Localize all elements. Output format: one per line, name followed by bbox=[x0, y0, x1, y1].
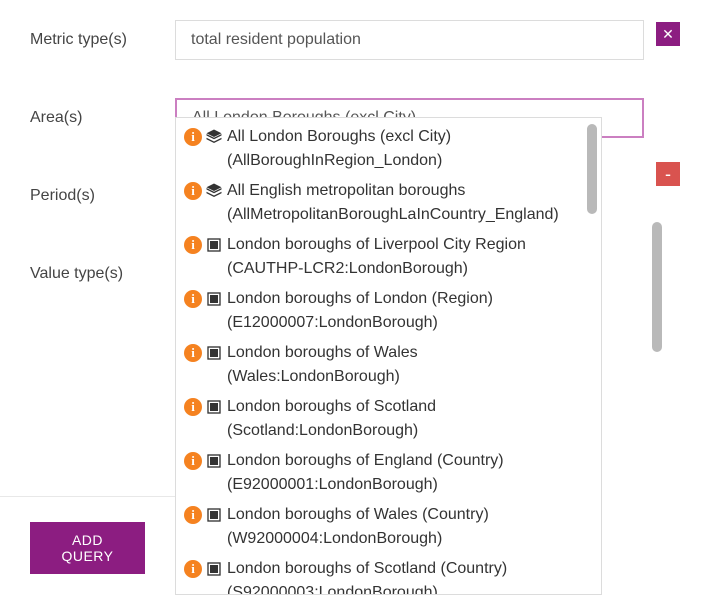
info-icon[interactable]: i bbox=[184, 344, 202, 362]
option-label: London boroughs of Scotland (Country) (S… bbox=[227, 557, 583, 594]
info-icon[interactable]: i bbox=[184, 398, 202, 416]
area-dropdown-list: i All London Boroughs (excl City) (AllBor… bbox=[176, 118, 601, 594]
info-icon[interactable]: i bbox=[184, 452, 202, 470]
metric-label: Metric type(s) bbox=[30, 31, 175, 49]
option-label: All London Boroughs (excl City) (AllBoro… bbox=[227, 125, 583, 173]
option-icons: i bbox=[184, 341, 223, 362]
area-option[interactable]: i London boroughs of England (Country) (E… bbox=[180, 446, 601, 500]
option-icons: i bbox=[184, 287, 223, 308]
info-icon[interactable]: i bbox=[184, 290, 202, 308]
metric-input-wrap bbox=[175, 20, 644, 60]
info-icon[interactable]: i bbox=[184, 128, 202, 146]
option-icons: i bbox=[184, 503, 223, 524]
area-option[interactable]: i London boroughs of Liverpool City Regio… bbox=[180, 230, 601, 284]
layers-icon bbox=[205, 182, 223, 200]
subtype-icon bbox=[205, 344, 223, 362]
option-label: London boroughs of England (Country) (E9… bbox=[227, 449, 583, 497]
add-query-button[interactable]: ADD QUERY bbox=[30, 522, 145, 574]
page-scrollbar-thumb[interactable] bbox=[652, 222, 662, 352]
option-icons: i bbox=[184, 395, 223, 416]
minus-icon: - bbox=[665, 165, 671, 183]
subtype-icon bbox=[205, 236, 223, 254]
option-label: London boroughs of Scotland (Scotland:Lo… bbox=[227, 395, 583, 443]
area-label: Area(s) bbox=[30, 109, 175, 127]
info-icon[interactable]: i bbox=[184, 560, 202, 578]
period-label: Period(s) bbox=[30, 187, 175, 205]
layers-icon bbox=[205, 128, 223, 146]
metric-row: Metric type(s) bbox=[30, 20, 679, 60]
option-icons: i bbox=[184, 449, 223, 470]
metric-input[interactable] bbox=[175, 20, 644, 60]
area-option[interactable]: i London boroughs of Wales (Country) (W92… bbox=[180, 500, 601, 554]
option-label: London boroughs of London (Region) (E120… bbox=[227, 287, 583, 335]
option-label: London boroughs of Wales (Wales:LondonBo… bbox=[227, 341, 583, 389]
add-query-label: ADD QUERY bbox=[61, 532, 113, 564]
info-icon[interactable]: i bbox=[184, 236, 202, 254]
close-button[interactable]: ✕ bbox=[656, 22, 680, 46]
option-icons: i bbox=[184, 179, 223, 200]
area-dropdown: i All London Boroughs (excl City) (AllBor… bbox=[175, 117, 602, 595]
subtype-icon bbox=[205, 452, 223, 470]
subtype-icon bbox=[205, 506, 223, 524]
area-option[interactable]: i London boroughs of Scotland (Country) (… bbox=[180, 554, 601, 594]
area-option[interactable]: i All English metropolitan boroughs (AllM… bbox=[180, 176, 601, 230]
dropdown-scrollbar-thumb[interactable] bbox=[587, 124, 597, 214]
subtype-icon bbox=[205, 398, 223, 416]
subtype-icon bbox=[205, 290, 223, 308]
option-label: London boroughs of Wales (Country) (W920… bbox=[227, 503, 583, 551]
option-icons: i bbox=[184, 233, 223, 254]
form-container: ✕ - Metric type(s) Area(s) Period(s) Val… bbox=[0, 0, 703, 596]
area-option[interactable]: i London boroughs of Wales (Wales:LondonB… bbox=[180, 338, 601, 392]
option-icons: i bbox=[184, 557, 223, 578]
footer-bar: ADD QUERY bbox=[0, 496, 175, 596]
value-type-label: Value type(s) bbox=[30, 265, 175, 283]
option-label: All English metropolitan boroughs (AllMe… bbox=[227, 179, 583, 227]
remove-row-button[interactable]: - bbox=[656, 162, 680, 186]
subtype-icon bbox=[205, 560, 223, 578]
option-label: London boroughs of Liverpool City Region… bbox=[227, 233, 583, 281]
option-icons: i bbox=[184, 125, 223, 146]
area-option[interactable]: i London boroughs of Scotland (Scotland:L… bbox=[180, 392, 601, 446]
area-option[interactable]: i All London Boroughs (excl City) (AllBor… bbox=[180, 122, 601, 176]
area-option[interactable]: i London boroughs of London (Region) (E12… bbox=[180, 284, 601, 338]
info-icon[interactable]: i bbox=[184, 506, 202, 524]
info-icon[interactable]: i bbox=[184, 182, 202, 200]
close-icon: ✕ bbox=[662, 27, 674, 41]
